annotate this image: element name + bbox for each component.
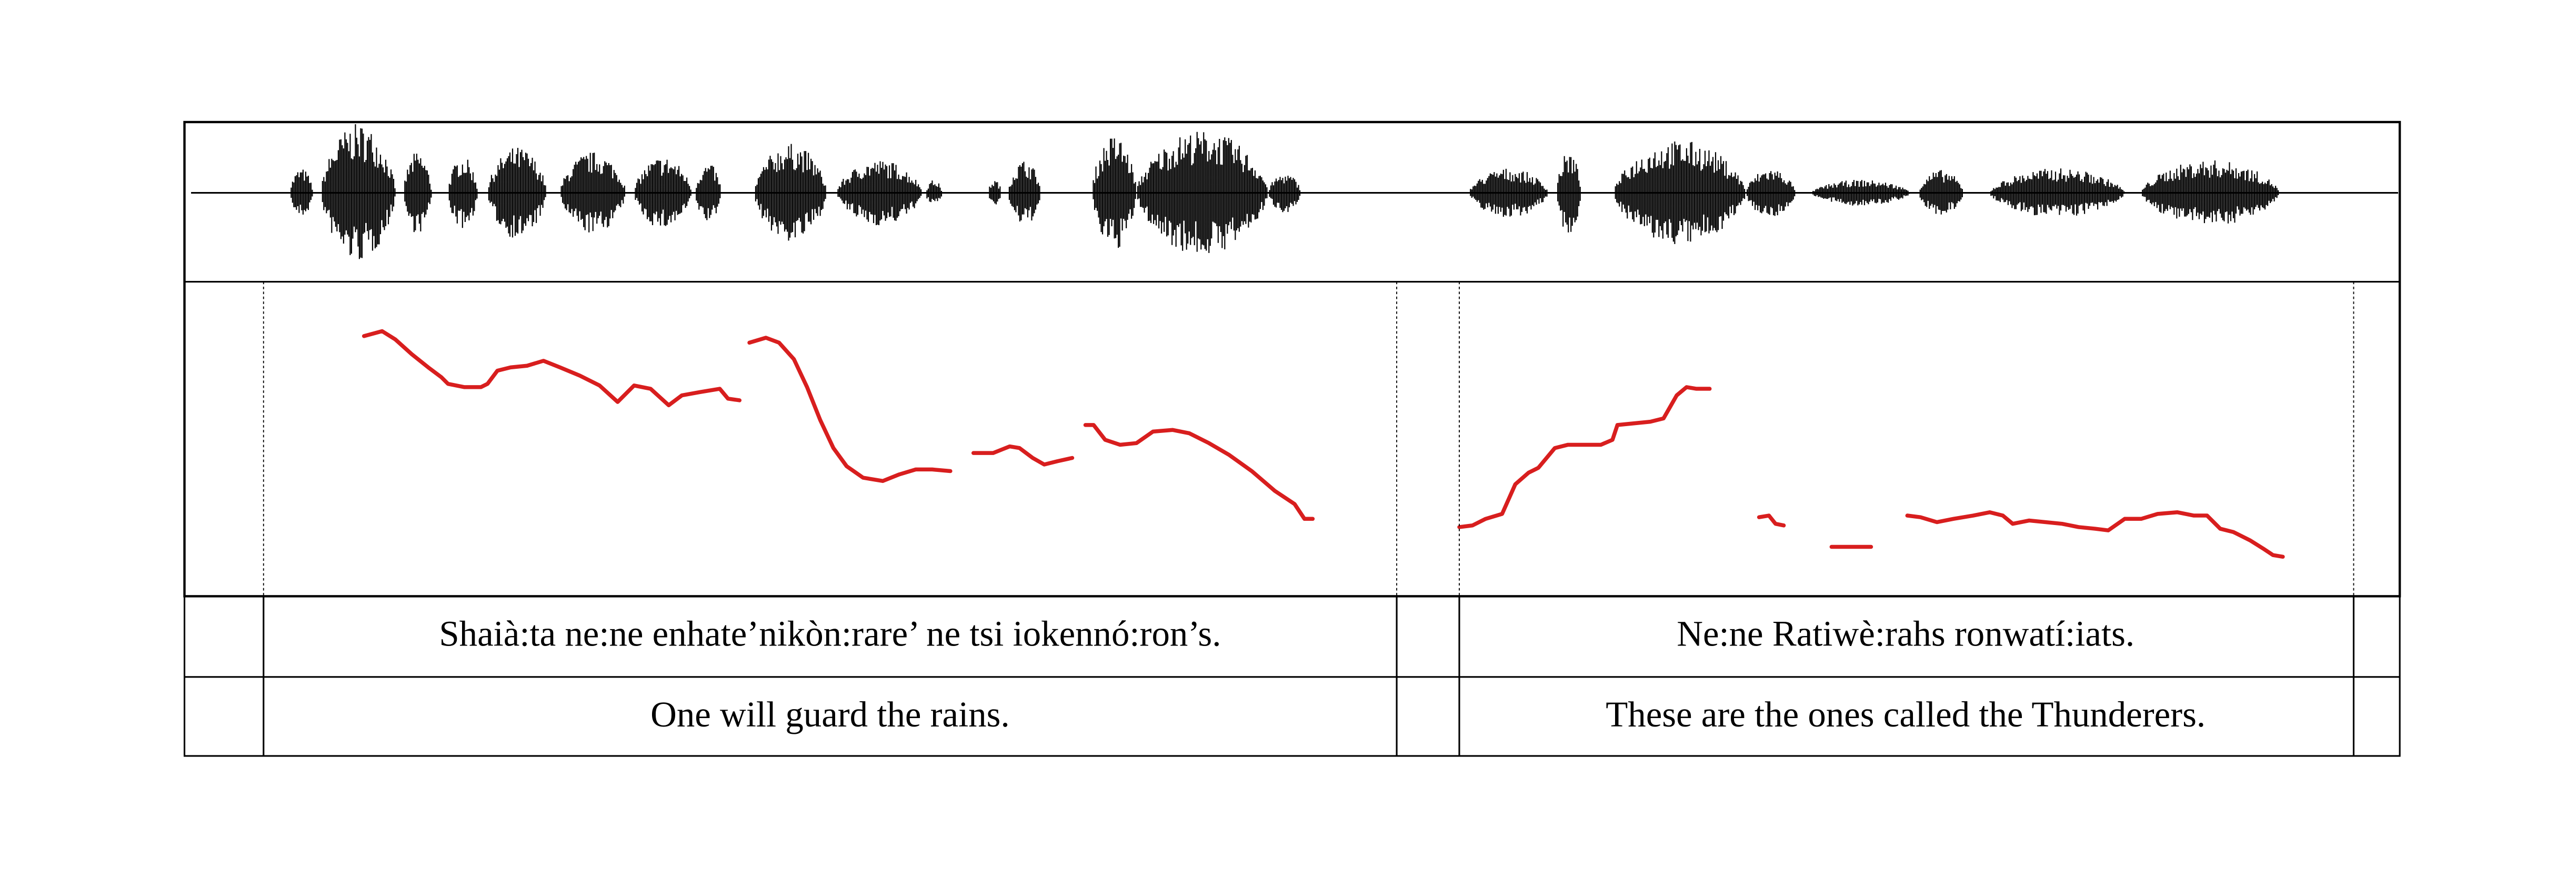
pitch-contour [362,329,742,408]
pitch-contour [1457,385,1712,529]
pitch-contour [1083,423,1315,521]
transcription: Shaià:ta ne:ne enhate’nikòn:rare’ ne tsi… [439,613,1221,653]
pitch-contour [1905,510,2285,559]
pitch-contour [971,444,1075,467]
pitch-contour [747,336,953,483]
waveform-trace [290,124,2279,259]
transcription: Ne:ne Ratiwè:rahs ronwatí:iats. [1677,613,2134,653]
translation: One will guard the rains. [650,694,1010,734]
translation: These are the ones called the Thunderers… [1606,694,2206,734]
waveform [290,124,2279,259]
pitch-track [362,329,2285,559]
pitch-contour [1757,513,1786,528]
